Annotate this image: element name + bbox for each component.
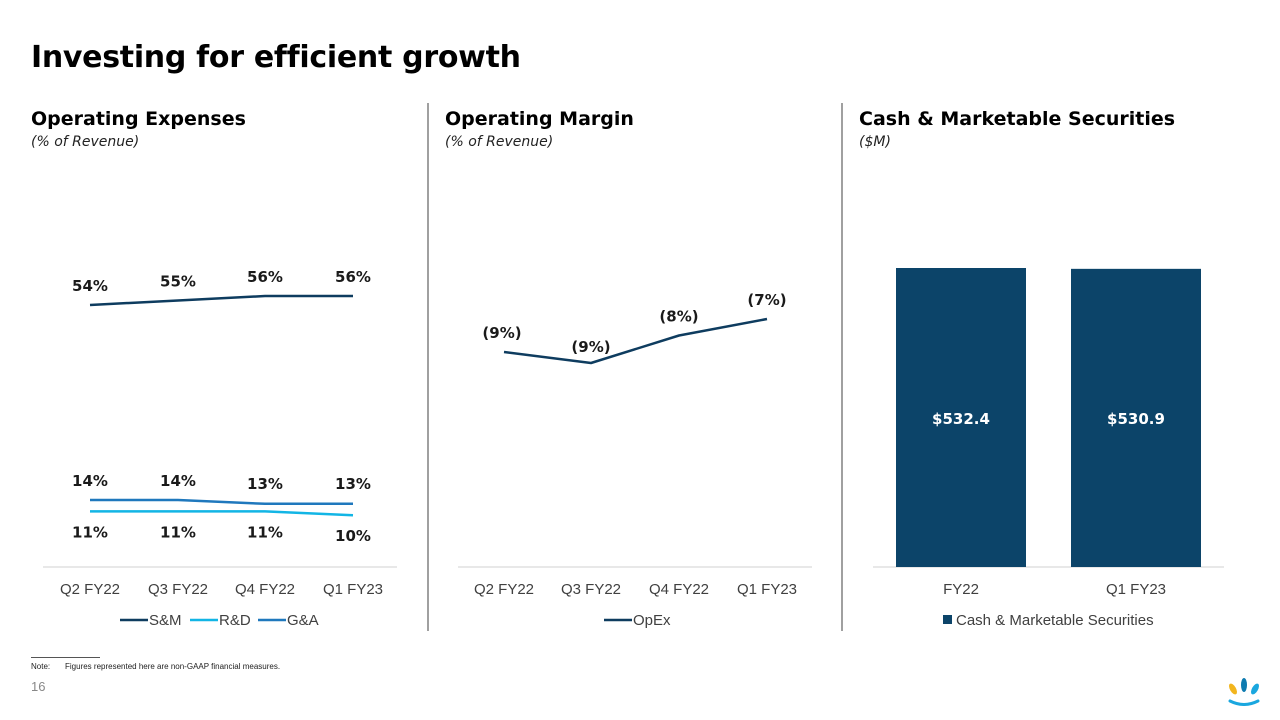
margin-label-3: (7%) [747, 291, 786, 309]
opex-label-rd-3: 10% [335, 527, 371, 545]
opex-line-rd [90, 510, 354, 517]
footnote-text: Figures represented here are non-GAAP fi… [65, 662, 281, 671]
opex-label-sm-2: 56% [247, 268, 283, 286]
logo-base-swoosh [1228, 699, 1260, 706]
opex-legend-ga: G&A [287, 612, 319, 629]
opex-label-ga-0: 14% [72, 472, 108, 490]
opex-line-ga [90, 498, 353, 506]
panel-divider-2 [841, 103, 843, 631]
margin-line-opex [503, 317, 768, 365]
panel-title-operating-expenses: Operating Expenses [31, 108, 246, 130]
cash-x-tick-0: FY22 [943, 581, 979, 598]
panel-title-operating-margin: Operating Margin [445, 108, 634, 130]
opex-x-tick-3: Q1 FY23 [323, 581, 383, 598]
margin-x-tick-0: Q2 FY22 [474, 581, 534, 598]
margin-x-tick-2: Q4 FY22 [649, 581, 709, 598]
cash-x-tick-1: Q1 FY23 [1106, 581, 1166, 598]
margin-label-2: (8%) [659, 308, 698, 326]
page-number: 16 [31, 679, 46, 694]
opex-legend-sm: S&M [149, 612, 182, 629]
footnote: Note: Figures represented here are non-GA… [31, 662, 280, 671]
cash-bar-label-0: $532.4 [932, 410, 990, 428]
opex-label-sm-0: 54% [72, 277, 108, 295]
opex-label-ga-2: 13% [247, 475, 283, 493]
panel-subtitle-operating-expenses: (% of Revenue) [31, 134, 140, 150]
cash-legend-swatch [943, 615, 952, 624]
opex-x-tick-0: Q2 FY22 [60, 581, 120, 598]
panel-title-cash: Cash & Marketable Securities [859, 108, 1176, 130]
cash-bar-1 [1071, 268, 1201, 567]
margin-label-0: (9%) [482, 324, 521, 342]
logo-blue-petal [1251, 683, 1259, 695]
opex-label-ga-1: 14% [160, 472, 196, 490]
margin-label-1: (9%) [571, 338, 610, 356]
logo-yellow-petal [1229, 683, 1237, 695]
opex-label-sm-1: 55% [160, 273, 196, 291]
cash-bar-0 [896, 268, 1026, 567]
slide-title: Investing for efficient growth [31, 40, 521, 75]
margin-x-tick-1: Q3 FY22 [561, 581, 621, 598]
opex-label-ga-3: 13% [335, 475, 371, 493]
margin-x-tick-3: Q1 FY23 [737, 581, 797, 598]
panel-subtitle-cash: ($M) [859, 134, 891, 150]
margin-legend-opex: OpEx [633, 612, 671, 629]
logo-teal-petal [1241, 678, 1247, 692]
note-rule [31, 657, 100, 658]
panel-subtitle-operating-margin: (% of Revenue) [445, 134, 554, 150]
brand-splash-logo-icon [1228, 678, 1260, 706]
cash-legend-label: Cash & Marketable Securities [956, 612, 1154, 629]
panel-divider-1 [427, 103, 429, 631]
opex-x-tick-2: Q4 FY22 [235, 581, 295, 598]
opex-legend-rd: R&D [219, 612, 251, 629]
opex-label-sm-3: 56% [335, 268, 371, 286]
opex-line-sm [89, 294, 353, 307]
cash-bar-label-1: $530.9 [1107, 410, 1165, 428]
footnote-label: Note: [31, 662, 51, 671]
opex-x-tick-1: Q3 FY22 [148, 581, 208, 598]
opex-label-rd-2: 11% [247, 523, 283, 541]
opex-label-rd-0: 11% [72, 523, 108, 541]
opex-label-rd-1: 11% [160, 523, 196, 541]
